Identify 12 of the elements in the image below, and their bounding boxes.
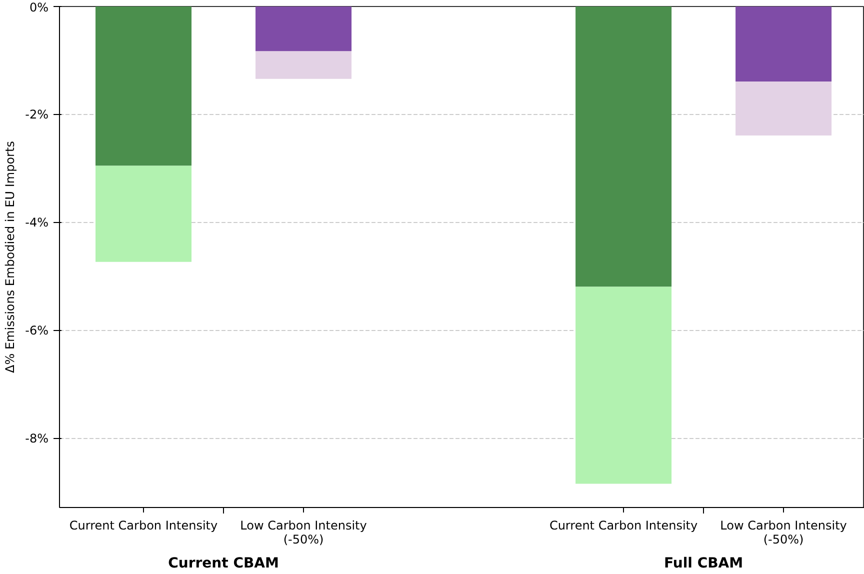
- y-tick-label: -4%: [25, 215, 49, 230]
- text: Full CBAM: [664, 556, 744, 572]
- x-tick-label: Low Carbon Intensity (-50%): [240, 518, 367, 546]
- x-tick-label: Current Carbon Intensity: [69, 518, 218, 532]
- y-tick-label: -8%: [25, 431, 49, 446]
- x-tick-label: Current Carbon Intensity: [549, 518, 698, 532]
- y-tick-label: -2%: [25, 107, 49, 122]
- y-tick-label: -6%: [25, 323, 49, 338]
- text: Current CBAM: [168, 556, 279, 572]
- y-tick-label: 0%: [29, 0, 49, 14]
- y-axis-title: Δ% Emissions Embodied in EU Imports: [3, 141, 18, 373]
- x-tick-label: Low Carbon Intensity (-50%): [720, 518, 847, 546]
